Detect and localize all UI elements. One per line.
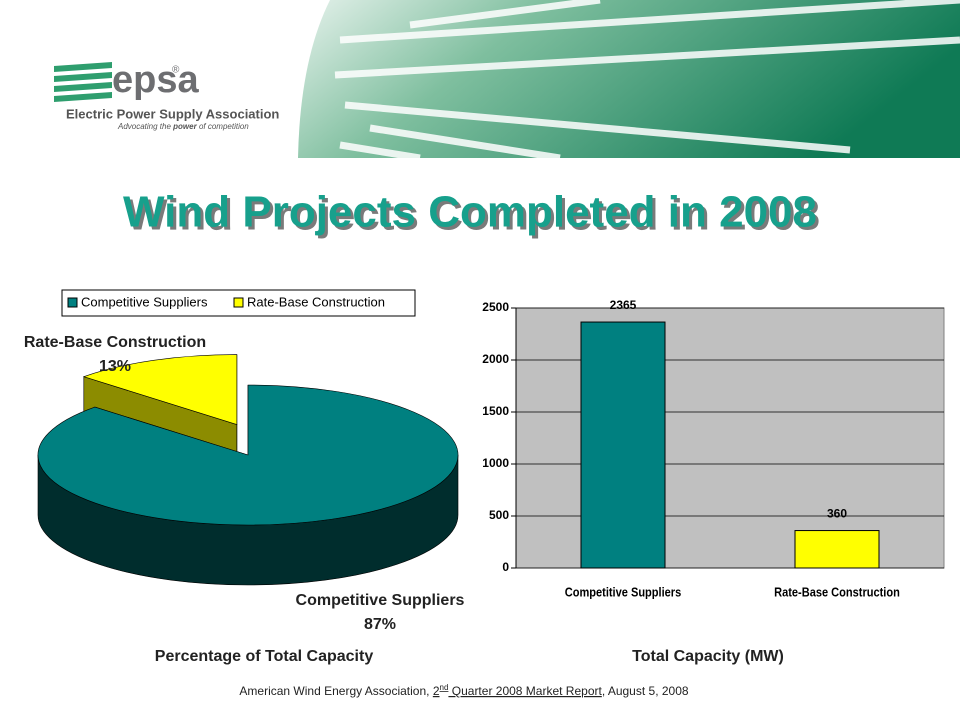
pie-category-label: Rate-Base Construction [24, 334, 206, 351]
logo-mark: ® [172, 65, 180, 76]
pie-value-label: 13% [99, 358, 131, 375]
logo-name: epsa [112, 59, 199, 101]
bar [794, 530, 880, 569]
y-tick-label: 1000 [482, 456, 509, 470]
title: Wind Projects Completed in 2008 [123, 188, 817, 237]
source-part: American Wind Energy Association, [239, 684, 432, 698]
plot-area [515, 307, 945, 569]
tagline-part: power [172, 122, 197, 131]
tagline-part: of competition [197, 122, 250, 131]
y-tick-label: 0 [502, 560, 509, 574]
x-tick-label: Competitive Suppliers [565, 585, 682, 600]
tagline-part: Advocating the [117, 122, 173, 131]
legend-swatch [67, 297, 78, 308]
y-tick-label: 500 [489, 508, 509, 522]
logo-org: Electric Power Supply Association [66, 106, 279, 121]
source-part: , August 5, 2008 [602, 684, 689, 698]
header-banner [298, 0, 960, 162]
bar-value-label: 360 [827, 507, 847, 521]
logo-tagline: Advocating the power of competition [117, 122, 249, 131]
y-tick-label: 2500 [482, 300, 509, 314]
bar-value-label: 2365 [610, 298, 637, 312]
source-part: Quarter 2008 Market Report [448, 684, 602, 698]
legend-label: Competitive Suppliers [81, 294, 208, 309]
pie-slice [37, 384, 459, 526]
title-shadow: Wind Projects Completed in 2008 [126, 191, 820, 240]
legend-label: Rate-Base Construction [247, 294, 385, 309]
logo: epsa ® Electric Power Supply Association… [54, 59, 279, 131]
source-part: nd [440, 683, 449, 692]
x-axis-label: Total Capacity (MW) [632, 648, 784, 665]
pie-value-label: 87% [364, 616, 396, 633]
legend-swatch [233, 297, 244, 308]
bar [580, 321, 666, 569]
pie-category-label: Competitive Suppliers [296, 592, 465, 609]
x-tick-label: Rate-Base Construction [774, 585, 900, 600]
pie-slice [82, 354, 238, 425]
source: American Wind Energy Association, 2nd Qu… [239, 683, 688, 698]
y-tick-label: 1500 [482, 404, 509, 418]
y-tick-label: 2000 [482, 352, 509, 366]
pie-caption: Percentage of Total Capacity [155, 648, 374, 665]
source-part: 2 [433, 684, 440, 698]
